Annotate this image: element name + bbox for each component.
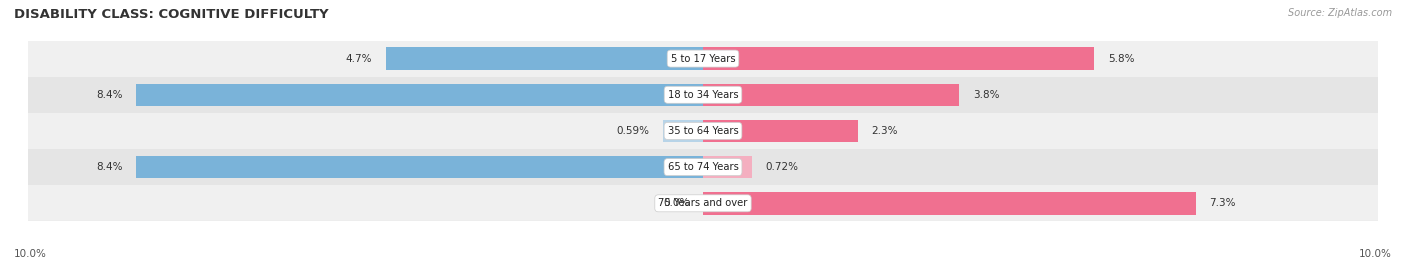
Bar <box>136 83 703 106</box>
Text: 10.0%: 10.0% <box>1360 249 1392 259</box>
Text: 3.8%: 3.8% <box>973 90 1000 100</box>
Text: 5.8%: 5.8% <box>1108 53 1135 64</box>
Text: 8.4%: 8.4% <box>96 162 122 172</box>
Text: Source: ZipAtlas.com: Source: ZipAtlas.com <box>1288 8 1392 18</box>
Text: 10.0%: 10.0% <box>14 249 46 259</box>
Bar <box>28 185 1378 221</box>
Text: 7.3%: 7.3% <box>1209 198 1236 208</box>
Bar <box>703 47 1094 70</box>
Bar <box>385 47 703 70</box>
Bar <box>136 156 703 178</box>
Bar <box>28 149 1378 185</box>
Bar <box>28 77 1378 113</box>
Text: 75 Years and over: 75 Years and over <box>658 198 748 208</box>
Text: 65 to 74 Years: 65 to 74 Years <box>668 162 738 172</box>
Text: 35 to 64 Years: 35 to 64 Years <box>668 126 738 136</box>
Bar <box>703 156 752 178</box>
Text: 4.7%: 4.7% <box>346 53 373 64</box>
Text: 2.3%: 2.3% <box>872 126 898 136</box>
Bar <box>703 120 858 142</box>
Text: 0.72%: 0.72% <box>765 162 799 172</box>
Bar <box>28 40 1378 77</box>
Text: 0.0%: 0.0% <box>664 198 689 208</box>
Bar <box>664 120 703 142</box>
Bar <box>703 83 959 106</box>
Bar <box>28 113 1378 149</box>
Text: 8.4%: 8.4% <box>96 90 122 100</box>
Text: 18 to 34 Years: 18 to 34 Years <box>668 90 738 100</box>
Bar <box>703 192 1195 215</box>
Text: DISABILITY CLASS: COGNITIVE DIFFICULTY: DISABILITY CLASS: COGNITIVE DIFFICULTY <box>14 8 329 21</box>
Text: 0.59%: 0.59% <box>617 126 650 136</box>
Text: 5 to 17 Years: 5 to 17 Years <box>671 53 735 64</box>
